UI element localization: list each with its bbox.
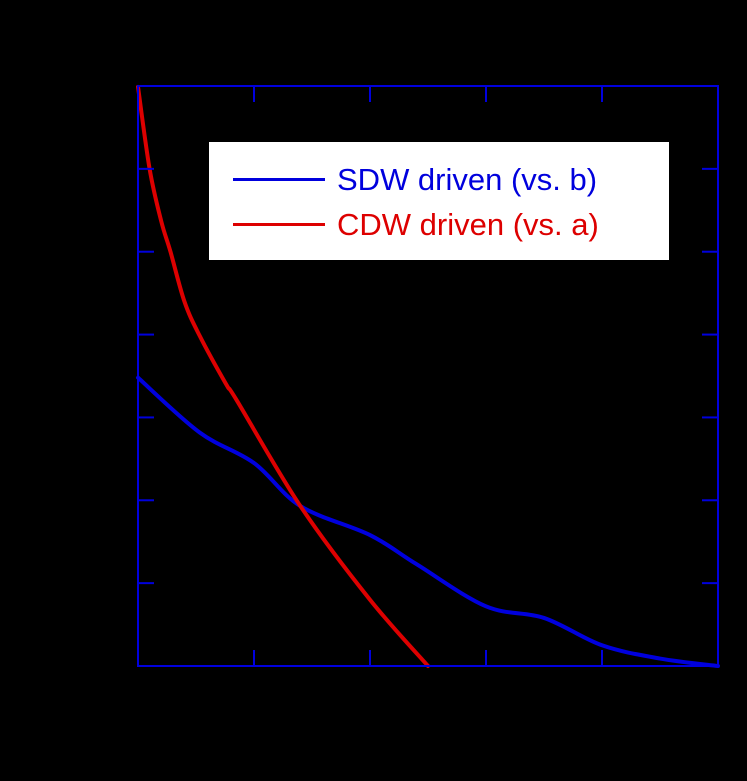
plot-frame <box>137 85 719 667</box>
series-line-1 <box>136 84 430 668</box>
legend-item-sdw: SDW driven (vs. b) <box>233 157 597 201</box>
legend-item-cdw: CDW driven (vs. a) <box>233 202 599 246</box>
legend-label-sdw: SDW driven (vs. b) <box>337 161 598 197</box>
legend-label-cdw: CDW driven (vs. a) <box>337 206 599 242</box>
legend-swatch-sdw <box>233 177 325 181</box>
axes-frame <box>137 85 719 667</box>
legend-swatch-cdw <box>233 222 325 226</box>
plot-series <box>136 84 720 668</box>
legend: SDW driven (vs. b) CDW driven (vs. a) <box>209 142 669 260</box>
series-line-0 <box>136 375 720 668</box>
